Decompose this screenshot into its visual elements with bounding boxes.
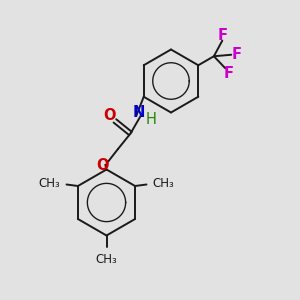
Text: O: O: [97, 158, 109, 173]
Text: CH₃: CH₃: [152, 177, 174, 190]
Text: O: O: [103, 108, 116, 123]
Text: F: F: [217, 28, 227, 43]
Text: N: N: [132, 105, 145, 120]
Text: F: F: [232, 47, 242, 62]
Text: H: H: [146, 112, 157, 127]
Text: CH₃: CH₃: [96, 253, 117, 266]
Text: CH₃: CH₃: [39, 177, 61, 190]
Text: F: F: [224, 66, 234, 81]
